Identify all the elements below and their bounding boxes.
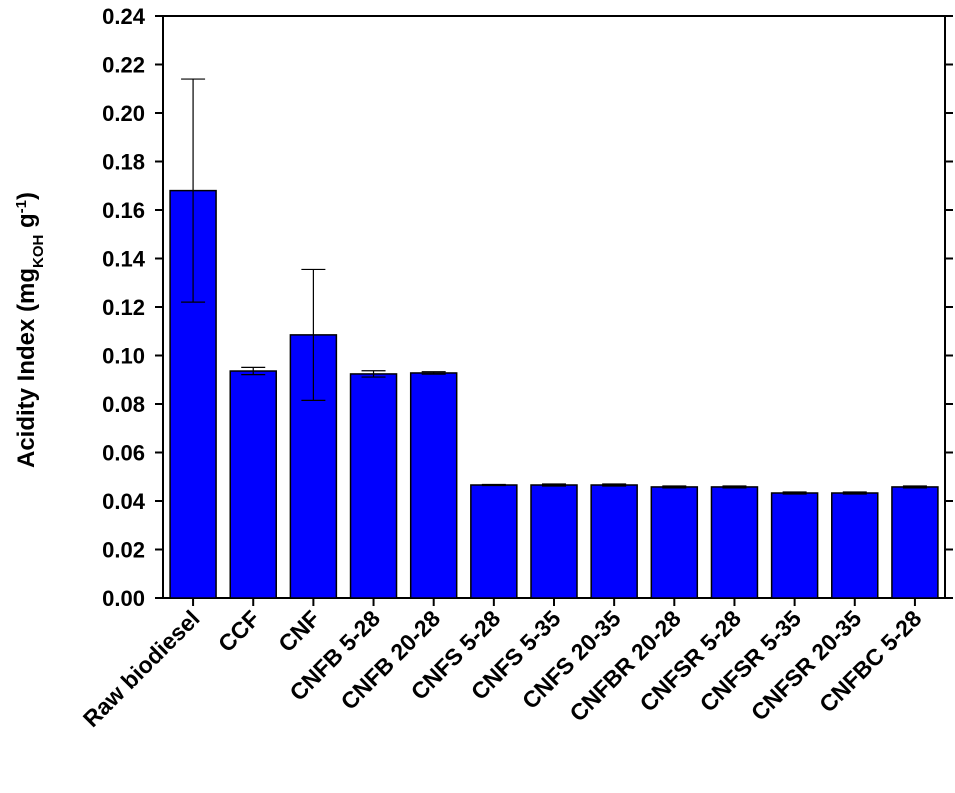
bar xyxy=(530,484,578,599)
error-bar xyxy=(481,483,506,487)
y-tick-label: 0.24 xyxy=(102,4,146,29)
error-bar xyxy=(181,78,206,303)
y-tick-label: 0.22 xyxy=(102,53,145,78)
y-tick-label: 0.00 xyxy=(102,586,145,611)
error-bar xyxy=(782,491,807,495)
bar xyxy=(470,484,518,599)
error-bar xyxy=(662,485,687,489)
error-bar xyxy=(722,485,747,489)
x-tick-label: CCF xyxy=(213,605,265,657)
y-tick-label: 0.20 xyxy=(102,101,145,126)
error-bar xyxy=(902,485,927,489)
y-tick-label: 0.08 xyxy=(102,392,145,417)
y-tick-label: 0.12 xyxy=(102,295,145,320)
error-bar xyxy=(602,483,627,487)
error-bar xyxy=(301,268,326,401)
bar xyxy=(891,486,939,599)
bar xyxy=(770,492,819,599)
y-tick-label: 0.18 xyxy=(102,150,145,175)
y-axis-label-part: g xyxy=(13,213,40,234)
y-axis-label-part: ) xyxy=(13,192,40,200)
y-tick-label: 0.06 xyxy=(102,441,145,466)
bar xyxy=(349,373,398,599)
bar xyxy=(831,492,879,599)
y-axis-label-part: -1 xyxy=(13,200,30,213)
y-tick-label: 0.16 xyxy=(102,198,145,223)
bar xyxy=(710,486,759,599)
y-axis-label: Acidity Index (mgKOH g-1) xyxy=(13,192,47,468)
error-bar xyxy=(542,483,566,487)
bar xyxy=(229,370,277,599)
error-bar xyxy=(842,491,867,495)
y-tick-label: 0.02 xyxy=(102,538,145,563)
x-tick-label: CNF xyxy=(273,605,325,657)
x-tick-label: Raw biodiesel xyxy=(78,605,205,732)
error-bar xyxy=(421,371,446,375)
error-bar xyxy=(241,366,266,376)
bar xyxy=(409,372,458,599)
bar xyxy=(590,484,638,599)
y-tick-label: 0.14 xyxy=(102,247,146,272)
y-axis-label-part: KOH xyxy=(30,235,47,268)
y-axis-label-part: Acidity Index (mg xyxy=(13,268,40,468)
error-bar xyxy=(361,370,386,378)
y-tick-label: 0.04 xyxy=(102,489,146,514)
bar xyxy=(650,486,699,599)
y-tick-label: 0.10 xyxy=(102,344,145,369)
